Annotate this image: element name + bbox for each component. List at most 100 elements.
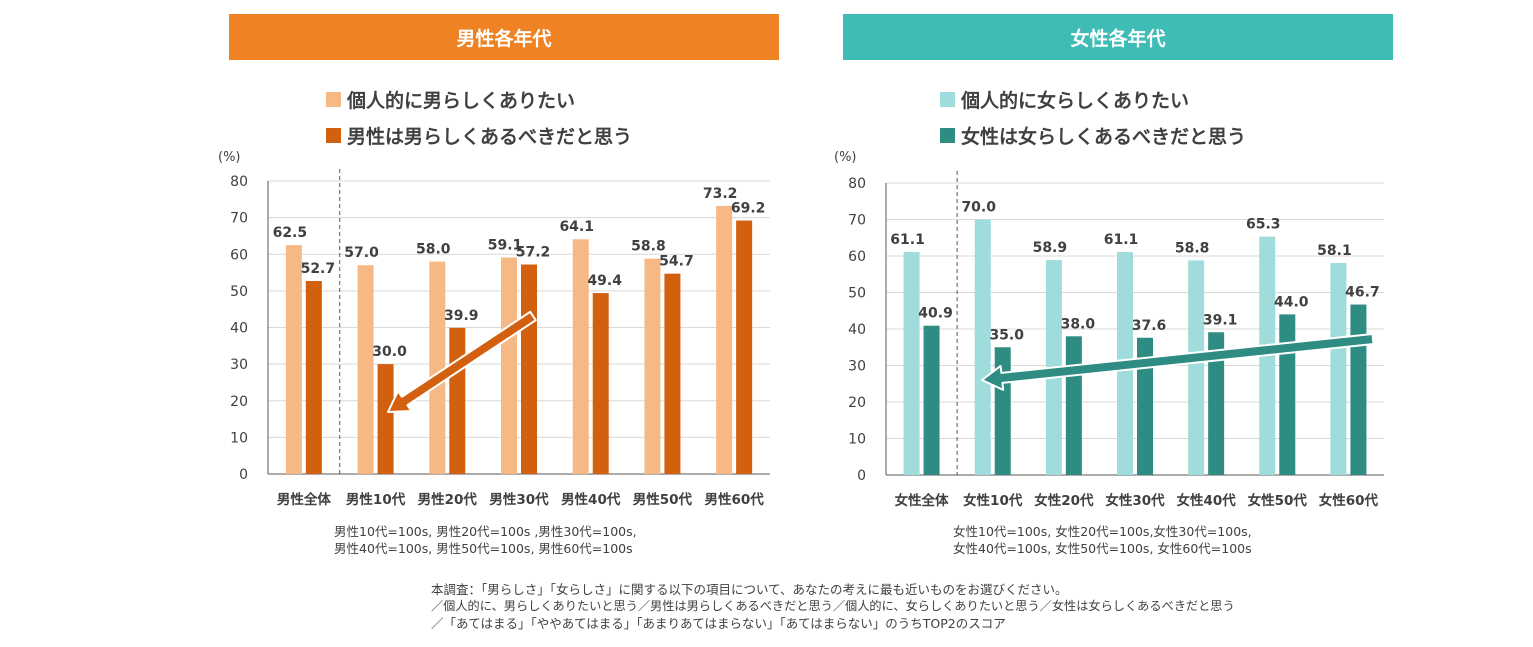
female-data-label: 46.7	[1345, 285, 1380, 301]
male-data-label: 57.2	[516, 245, 551, 261]
female-data-label: 40.9	[918, 306, 953, 322]
male-data-label: 39.9	[444, 308, 479, 324]
footer-line-3: ／「あてはまる」「ややあてはまる」「あまりあてはまらない」「あてはまらない」のう…	[431, 616, 1006, 631]
male-data-label: 30.0	[372, 344, 407, 360]
male-y-tick-label: 50	[230, 284, 248, 300]
male-bar-personal	[357, 265, 374, 474]
female-unit-label: (%)	[834, 150, 857, 165]
male-category-label: 男性全体	[277, 491, 331, 508]
female-category-label: 女性10代	[963, 492, 1023, 509]
male-bar-personal	[501, 257, 517, 474]
male-legend-label-should: 男性は男らしくあるべきだと思う	[347, 126, 633, 148]
female-y-tick-label: 50	[848, 286, 866, 302]
female-category-label: 女性50代	[1248, 492, 1308, 509]
female-category-label: 女性60代	[1319, 492, 1379, 509]
female-bar-personal	[903, 251, 920, 475]
male-legend-label-personal: 個人的に男らしくありたい	[347, 90, 576, 112]
male-y-tick-label: 40	[230, 321, 248, 337]
footer-line-2: ／個人的に、男らしくありたいと思う／男性は男らしくあるべきだと思う／個人的に、女…	[431, 599, 1235, 613]
male-data-label: 49.4	[587, 273, 622, 289]
male-legend-swatch-dark	[326, 128, 341, 143]
male-y-tick-label: 0	[239, 467, 248, 483]
female-bar-should	[1065, 336, 1082, 475]
female-data-label: 39.1	[1203, 312, 1238, 328]
female-legend-swatch-dark	[940, 128, 955, 143]
male-data-label: 69.2	[731, 201, 766, 217]
male-data-label: 52.7	[301, 261, 336, 277]
male-data-label: 73.2	[703, 186, 738, 202]
male-data-label: 64.1	[559, 219, 594, 235]
female-category-label: 女性40代	[1176, 492, 1236, 509]
male-data-label: 59.1	[488, 238, 523, 254]
female-data-label: 38.0	[1061, 316, 1096, 332]
female-y-tick-label: 80	[848, 176, 866, 192]
female-bar-should	[1137, 337, 1153, 475]
male-data-label: 58.8	[631, 239, 666, 255]
female-legend-item-personal: 個人的に女らしくありたい	[940, 86, 1189, 113]
female-y-tick-label: 0	[857, 468, 866, 484]
female-category-label: 女性20代	[1034, 492, 1094, 509]
female-data-label: 58.9	[1033, 240, 1068, 256]
male-legend-item-personal: 個人的に男らしくありたい	[326, 86, 575, 113]
male-y-tick-label: 30	[230, 357, 248, 373]
female-data-label: 35.0	[989, 327, 1024, 343]
male-data-label: 62.5	[273, 225, 308, 241]
male-trend-arrow	[387, 310, 537, 413]
male-y-tick-label: 80	[230, 174, 248, 190]
male-bar-personal	[644, 258, 661, 474]
male-y-tick-label: 60	[230, 247, 248, 263]
female-panel-banner: 女性各年代	[843, 14, 1393, 60]
male-legend-item-should: 男性は男らしくあるべきだと思う	[326, 122, 632, 149]
male-y-tick-label: 70	[230, 211, 248, 227]
female-data-label: 58.1	[1317, 243, 1352, 259]
female-trend-arrow	[981, 333, 1375, 391]
female-sample-note-line-1: 女性10代=100s, 女性20代=100s,女性30代=100s,	[953, 524, 1252, 539]
female-bar-should	[1279, 314, 1296, 475]
female-y-tick-label: 60	[848, 249, 866, 265]
female-bar-should	[1208, 332, 1225, 475]
female-y-tick-label: 40	[848, 322, 866, 338]
female-bar-personal	[1188, 260, 1205, 475]
male-category-label: 男性30代	[489, 491, 549, 508]
female-data-label: 70.0	[961, 200, 996, 216]
male-data-label: 58.0	[416, 242, 451, 258]
footer-line-1: 本調査：「男らしさ」「女らしさ」に関する以下の項目について、あなたの考えに最も近…	[431, 582, 1068, 597]
male-panel-banner: 男性各年代	[229, 14, 779, 60]
female-bar-personal	[974, 219, 991, 475]
female-category-label: 女性30代	[1105, 492, 1165, 509]
male-unit-label: (%)	[218, 150, 241, 165]
female-legend-item-should: 女性は女らしくあるべきだと思う	[940, 122, 1246, 149]
female-data-label: 37.6	[1132, 318, 1167, 334]
female-bar-should	[1350, 304, 1367, 475]
male-bar-personal	[285, 245, 302, 474]
male-y-tick-label: 20	[230, 394, 248, 410]
male-category-label: 男性10代	[346, 491, 406, 508]
female-data-label: 44.0	[1274, 294, 1309, 310]
male-bar-should	[736, 220, 753, 474]
male-bar-personal	[429, 261, 446, 474]
female-data-label: 61.1	[890, 232, 925, 248]
male-data-label: 54.7	[659, 254, 694, 270]
female-bar-chart: 0 10 20 30 40 50 60 70 80 61.1 40.9 女性全体 70.0 35.0 女性1…	[848, 171, 1384, 509]
female-bar-personal	[1330, 262, 1347, 475]
male-data-label: 57.0	[344, 245, 379, 261]
male-bar-should	[305, 280, 322, 474]
female-legend-label-personal: 個人的に女らしくありたい	[961, 90, 1190, 112]
female-bar-should	[923, 325, 940, 475]
female-legend-label-should: 女性は女らしくあるべきだと思う	[961, 126, 1247, 148]
female-data-label: 65.3	[1246, 217, 1281, 233]
male-bar-chart: 0 10 20 30 40 50 60 70 80 62.5 52.7 男性全体 57.0 30.0 男性1…	[230, 169, 770, 508]
male-bar-should	[592, 293, 609, 474]
female-bar-should	[994, 347, 1011, 475]
male-bar-should	[377, 364, 394, 474]
male-category-label: 男性40代	[561, 491, 621, 508]
female-y-tick-label: 10	[848, 432, 866, 448]
male-bar-should	[664, 273, 681, 474]
female-y-tick-label: 70	[848, 213, 866, 229]
male-sample-note-line-1: 男性10代=100s, 男性20代=100s ,男性30代=100s,	[334, 524, 637, 539]
female-data-label: 58.8	[1175, 240, 1210, 256]
male-category-label: 男性60代	[704, 491, 764, 508]
male-category-label: 男性20代	[418, 491, 478, 508]
male-sample-note-line-2: 男性40代=100s, 男性50代=100s, 男性60代=100s	[334, 541, 633, 556]
female-y-tick-label: 20	[848, 395, 866, 411]
